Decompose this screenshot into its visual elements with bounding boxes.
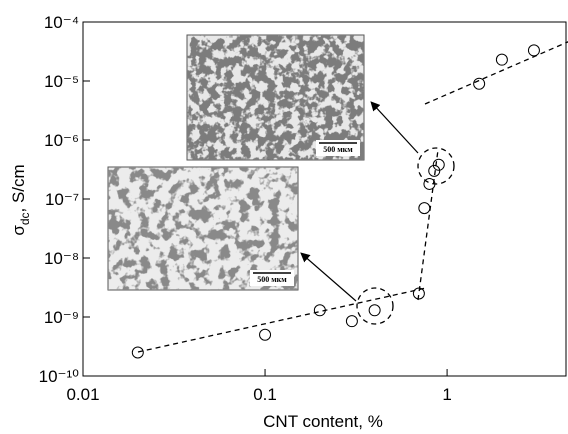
y-tick-label: 10⁻⁶ (44, 131, 79, 150)
y-label-subscript: dc (18, 212, 32, 225)
data-point (368, 304, 381, 317)
y-tick-label: 10⁻⁸ (44, 249, 79, 268)
data-point (432, 158, 445, 171)
arrow (300, 252, 357, 302)
x-tick-label: 0.01 (66, 385, 99, 404)
data-point (412, 287, 425, 300)
y-tick-label: 10⁻⁵ (44, 72, 79, 91)
data-point (423, 177, 436, 190)
scale-label: 500 мкм (323, 145, 353, 154)
inset-bottom: 500 мкм (107, 166, 299, 291)
y-tick-label: 10⁻⁴ (44, 13, 79, 32)
y-tick-label: 10⁻⁷ (45, 190, 79, 209)
x-tick-label: 0.1 (253, 385, 277, 404)
x-axis-label: CNT content, % (263, 412, 383, 431)
data-point (259, 328, 272, 341)
data-point (473, 77, 486, 90)
data-point (313, 304, 326, 317)
inset-top: 500 мкм (186, 34, 365, 161)
y-tick-label: 10⁻¹⁰ (39, 367, 80, 386)
data-point (131, 346, 144, 359)
scale-label: 500 мкм (257, 275, 287, 284)
data-point (428, 164, 441, 177)
data-point (345, 315, 358, 328)
data-point (495, 53, 508, 66)
data-point (418, 202, 431, 215)
fit-lines (137, 41, 568, 353)
y-tick-label: 10⁻⁹ (44, 308, 79, 327)
y-label-symbol: σ (9, 225, 28, 236)
arrow (370, 101, 419, 154)
data-point (527, 44, 540, 57)
y-axis-label: σdc, S/cm (9, 164, 32, 235)
y-label-unit: , S/cm (9, 164, 28, 212)
x-tick-label: 1 (442, 385, 451, 404)
